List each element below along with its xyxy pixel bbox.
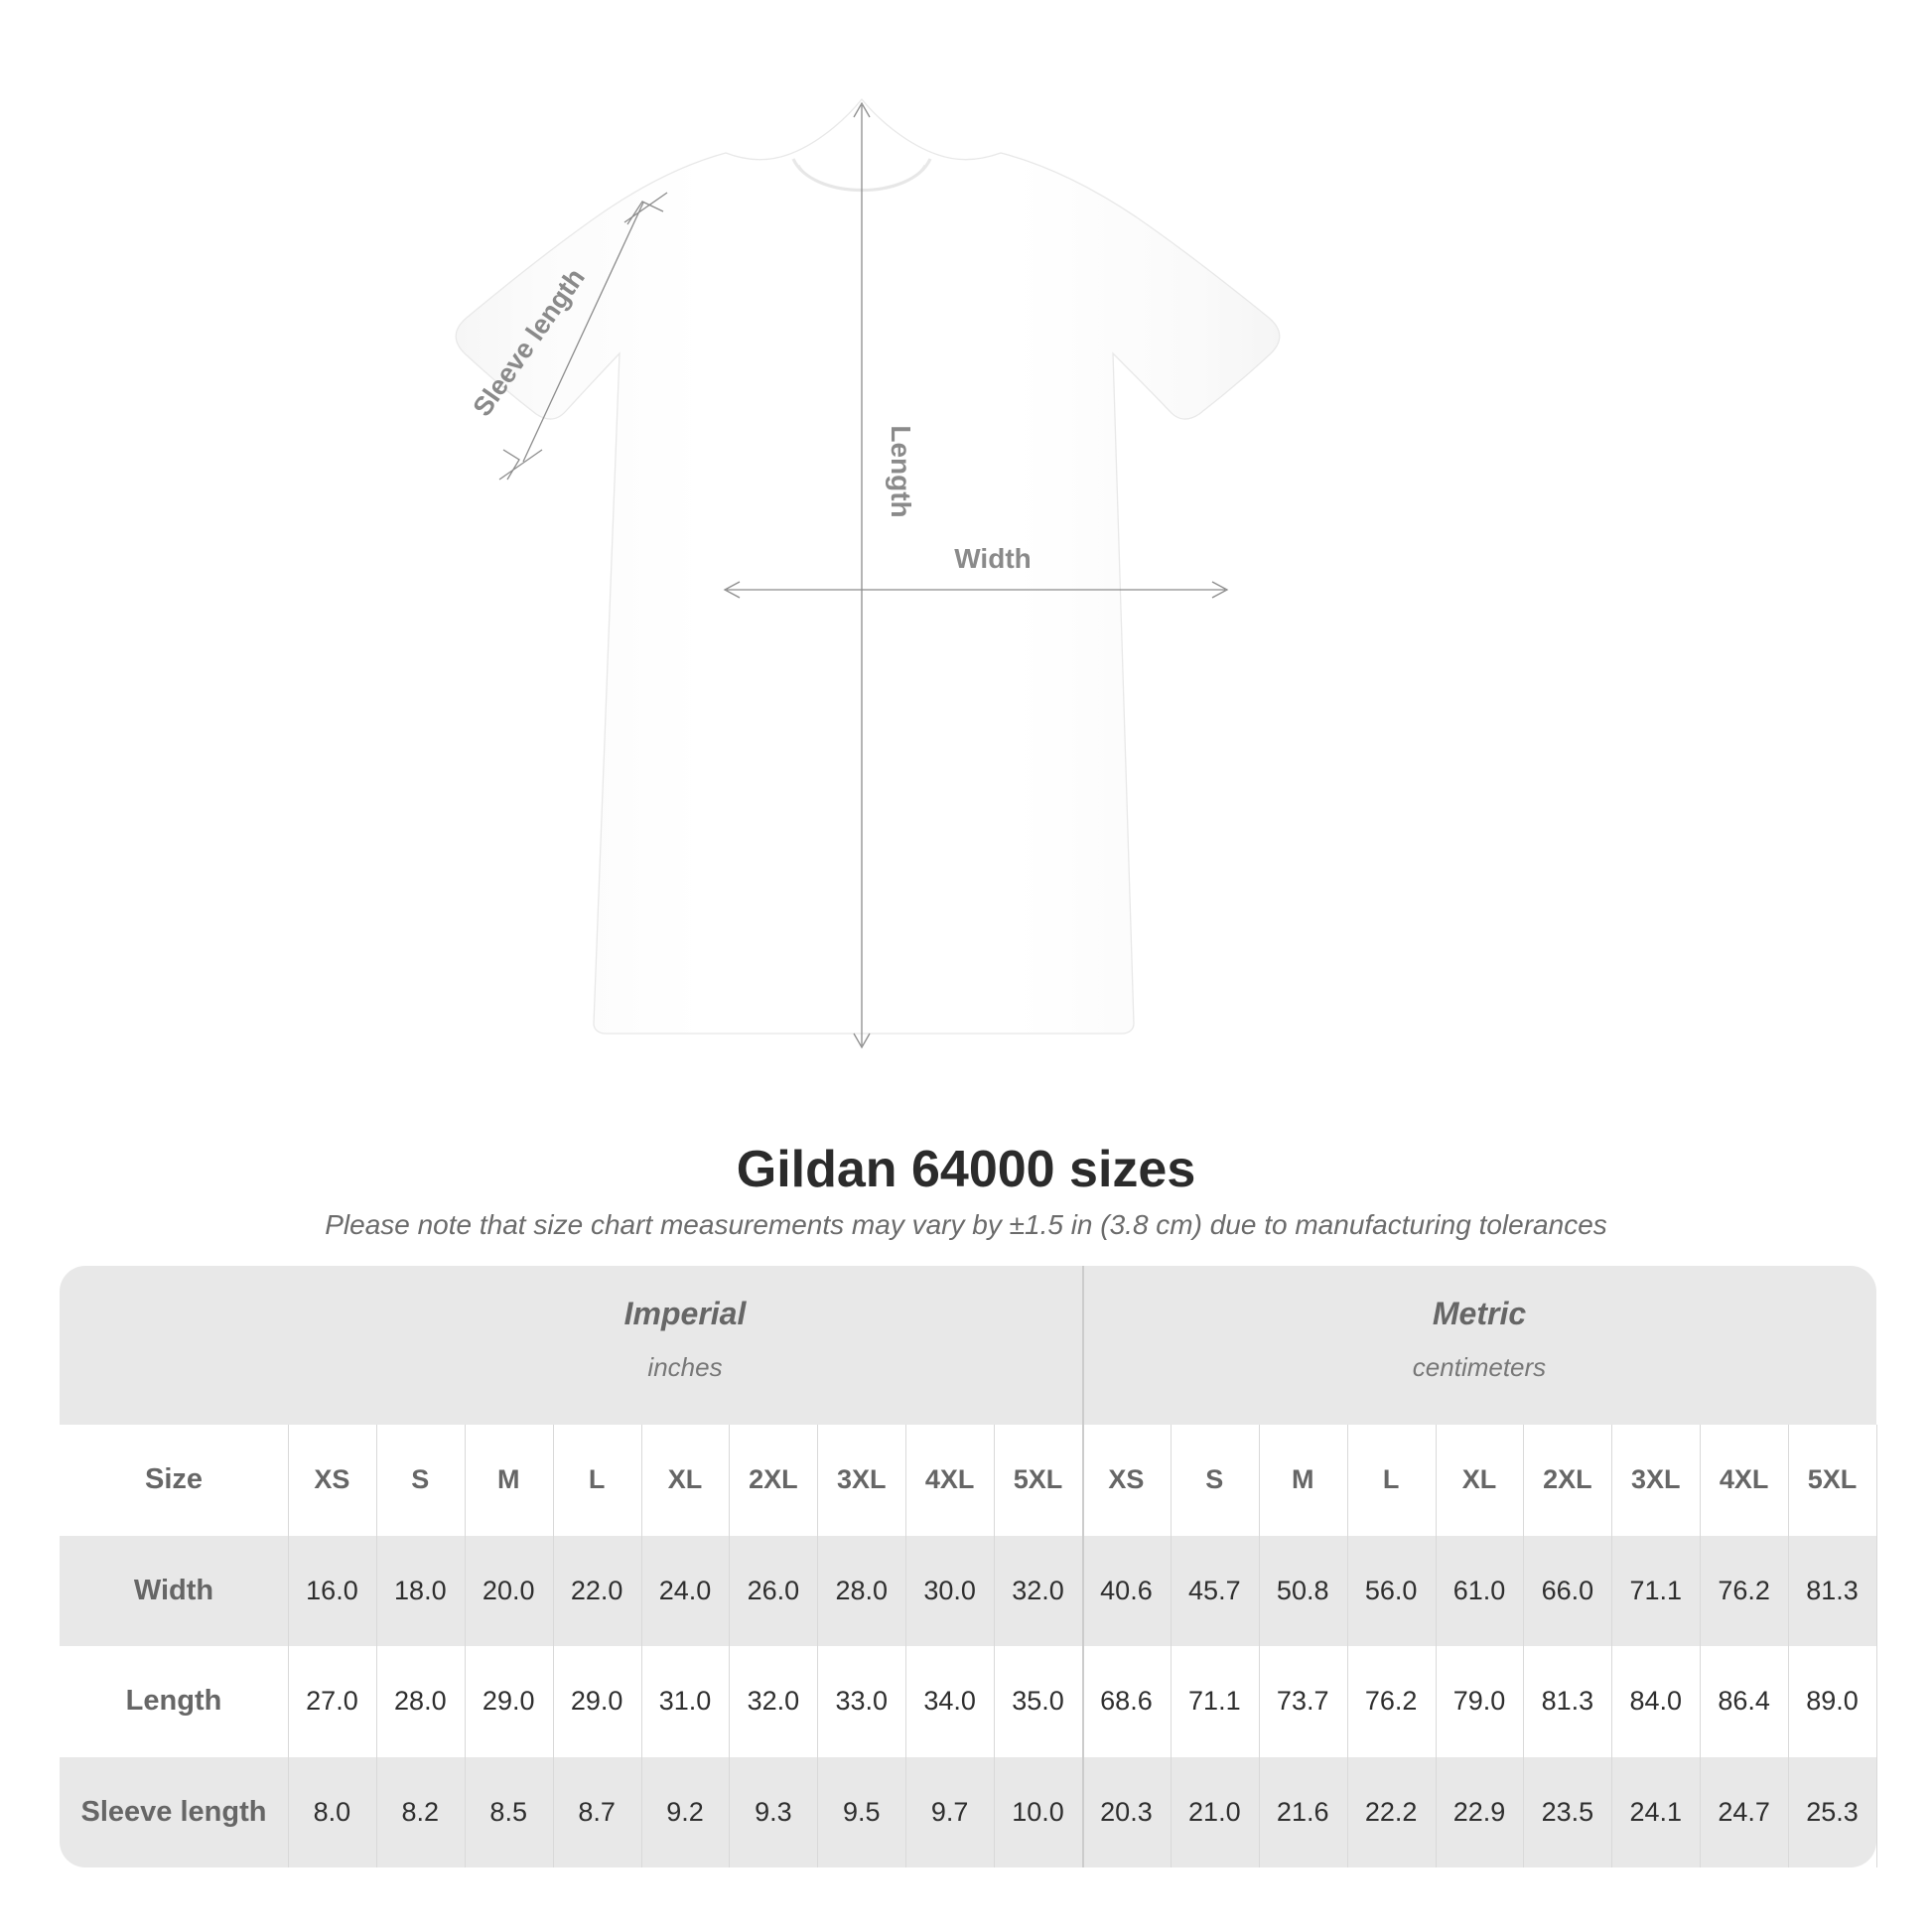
svg-text:Width: Width	[954, 543, 1032, 574]
svg-text:Length: Length	[886, 425, 916, 517]
